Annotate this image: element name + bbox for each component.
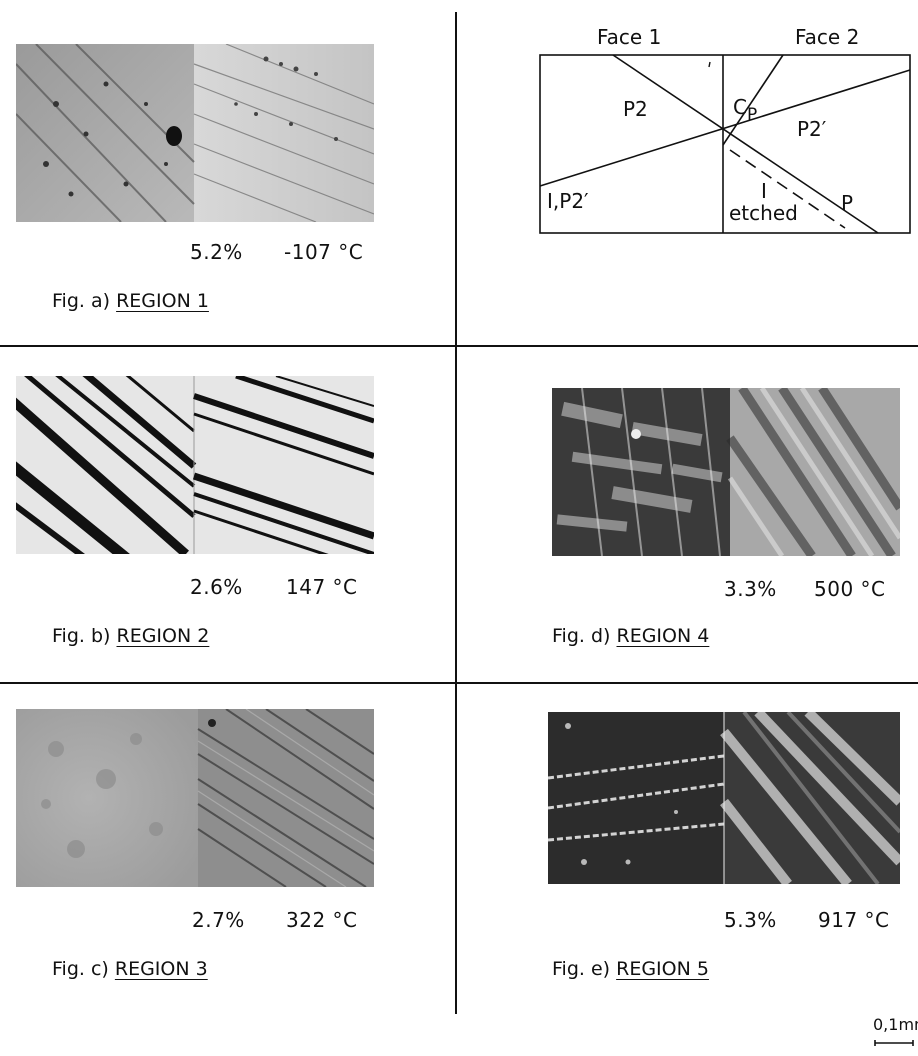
horizontal-divider-1 xyxy=(0,345,918,347)
figure-caption-e: Fig. e) REGION 5 xyxy=(552,958,709,980)
region-label: REGION 1 xyxy=(116,290,209,312)
scale-bar xyxy=(874,1040,914,1046)
face-2-label: Face 2 xyxy=(795,25,859,49)
temperature-label-region-3: 322 °C xyxy=(286,908,358,932)
region-label: REGION 3 xyxy=(114,958,208,980)
figure-caption-a: Fig. a) REGION 1 xyxy=(52,290,209,312)
etched-label: etched xyxy=(729,201,798,225)
i-p2-prime-left-label: I,P2′ xyxy=(547,189,589,213)
region-label: REGION 5 xyxy=(616,958,709,980)
temperature-label-region-5: 917 °C xyxy=(818,908,890,932)
micrograph-region-4 xyxy=(552,388,900,556)
figure-label: Fig. e) xyxy=(552,958,611,980)
i-label: I xyxy=(761,179,767,203)
strain-label-region-4: 3.3% xyxy=(724,577,777,601)
slip-trace-diagram: Face 1 Face 2 P2 CP P2′ I,P2′ I etched P xyxy=(525,20,915,244)
region-label: REGION 4 xyxy=(616,625,710,647)
micrograph-region-2 xyxy=(16,376,374,554)
strain-label-region-3: 2.7% xyxy=(192,908,245,932)
temperature-label-region-1: -107 °C xyxy=(284,240,364,264)
figure-caption-d: Fig. d) REGION 4 xyxy=(552,625,709,647)
strain-label-region-2: 2.6% xyxy=(190,575,243,599)
figure-label: Fig. a) xyxy=(52,290,111,312)
scale-bar-label: 0,1mm xyxy=(873,1015,918,1034)
figure-caption-c: Fig. c) REGION 3 xyxy=(52,958,208,980)
figure-caption-b: Fig. b) REGION 2 xyxy=(52,625,209,647)
p-label: P xyxy=(841,191,853,215)
temperature-label-region-2: 147 °C xyxy=(286,575,358,599)
cp-label: CP xyxy=(733,95,757,125)
face-1-label: Face 1 xyxy=(597,25,661,49)
p2-label: P2 xyxy=(623,97,648,121)
figure-label: Fig. b) xyxy=(52,625,111,647)
strain-label-region-1: 5.2% xyxy=(190,240,243,264)
p2-prime-right-label: P2′ xyxy=(797,117,827,141)
micrograph-region-1 xyxy=(16,44,374,222)
figure-label: Fig. c) xyxy=(52,958,109,980)
figure-label: Fig. d) xyxy=(552,625,611,647)
horizontal-divider-2 xyxy=(0,682,918,684)
strain-label-region-5: 5.3% xyxy=(724,908,777,932)
region-label: REGION 2 xyxy=(116,625,210,647)
micrograph-region-5 xyxy=(548,712,900,884)
temperature-label-region-4: 500 °C xyxy=(814,577,886,601)
vertical-divider xyxy=(455,12,457,1014)
micrograph-region-3 xyxy=(16,709,374,887)
